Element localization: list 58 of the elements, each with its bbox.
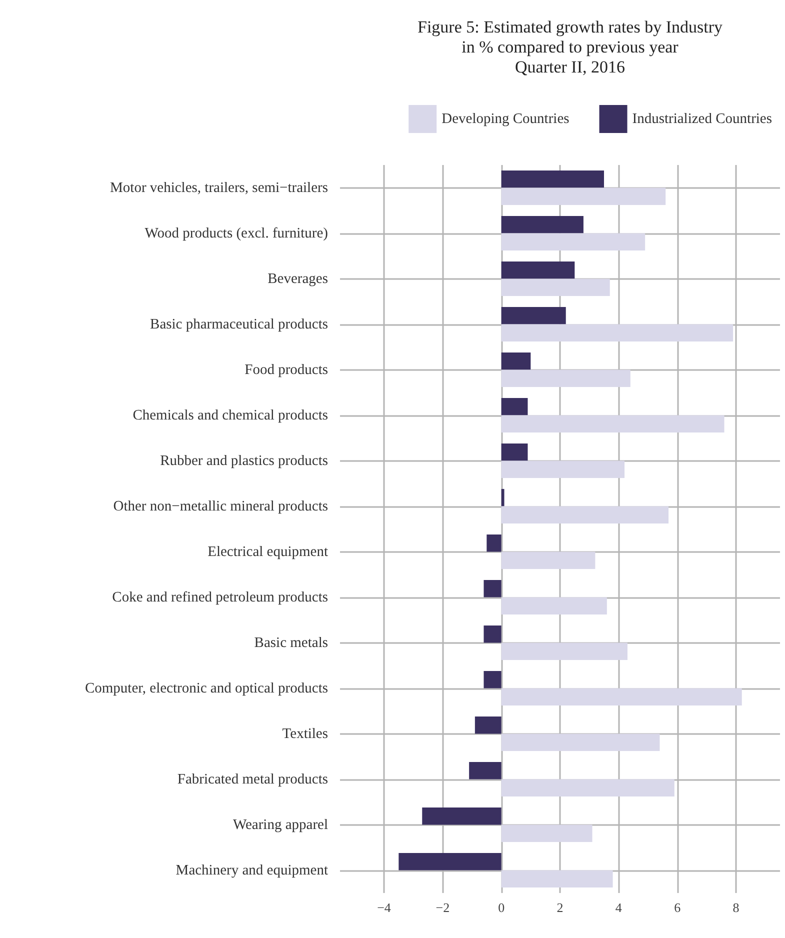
- bar: [501, 370, 630, 388]
- x-tick-label: 8: [732, 900, 740, 915]
- y-tick-label: Beverages: [268, 270, 328, 287]
- legend-label: Developing Countries: [442, 111, 570, 127]
- y-tick-label: Rubber and plastics products: [160, 452, 328, 469]
- bar: [501, 352, 531, 370]
- bar: [474, 716, 502, 734]
- bar: [501, 597, 607, 615]
- bar: [501, 398, 528, 416]
- x-tick-label: 6: [674, 900, 682, 915]
- y-tick-label: Basic pharmaceutical products: [150, 316, 328, 332]
- bar: [501, 870, 613, 888]
- bar: [501, 460, 625, 478]
- bar: [486, 534, 502, 552]
- chart-title: Figure 5: Estimated growth rates by Industry in % compared to previous year Quarter II, 2016: [417, 18, 723, 76]
- bar: [501, 233, 646, 251]
- x-tick-label: 0: [498, 900, 505, 915]
- bar: [501, 779, 674, 797]
- bar: [501, 261, 575, 279]
- bar: [501, 488, 504, 506]
- legend-label: Industrialized Countries: [632, 111, 772, 127]
- y-tick-label: Fabricated metal products: [177, 771, 328, 788]
- y-tick-label: Basic metals: [254, 634, 328, 651]
- y-tick-label: Chemicals and chemical products: [132, 407, 328, 424]
- bar: [484, 625, 502, 643]
- bar: [501, 506, 669, 524]
- bar: [501, 688, 742, 706]
- bar: [422, 807, 502, 825]
- bar: [501, 443, 528, 461]
- x-tick-label: −4: [377, 900, 392, 915]
- bar: [398, 852, 502, 870]
- y-tick-label: Wearing apparel: [232, 816, 328, 833]
- y-tick-label: Electrical equipment: [208, 544, 328, 560]
- y-tick-label: Textiles: [282, 726, 328, 742]
- y-tick-label: Machinery and equipment: [176, 862, 328, 878]
- bar: [501, 415, 724, 433]
- y-tick-label: Wood products (excl. furniture): [144, 225, 328, 242]
- x-tick-label: 4: [615, 900, 622, 915]
- bar: [501, 170, 604, 188]
- bar: [501, 552, 596, 570]
- bar: [501, 188, 666, 206]
- y-tick-label: Motor vehicles, trailers, semi−trailers: [110, 180, 328, 196]
- bar: [501, 306, 566, 324]
- bar: [469, 762, 502, 780]
- bar: [501, 734, 660, 752]
- bar: [501, 216, 584, 234]
- bar: [501, 824, 592, 842]
- bar: [501, 324, 734, 342]
- y-tick-label: Food products: [244, 362, 328, 378]
- y-tick-label: Coke and refined petroleum products: [112, 589, 328, 606]
- x-tick-label: 2: [556, 900, 564, 915]
- bar: [484, 670, 502, 688]
- y-tick-label: Computer, electronic and optical products: [84, 680, 328, 696]
- y-tick-label: Other non−metallic mineral products: [113, 498, 328, 514]
- bar: [484, 580, 502, 598]
- bar: [501, 642, 628, 660]
- x-tick-label: −2: [436, 900, 450, 915]
- bar: [501, 278, 610, 296]
